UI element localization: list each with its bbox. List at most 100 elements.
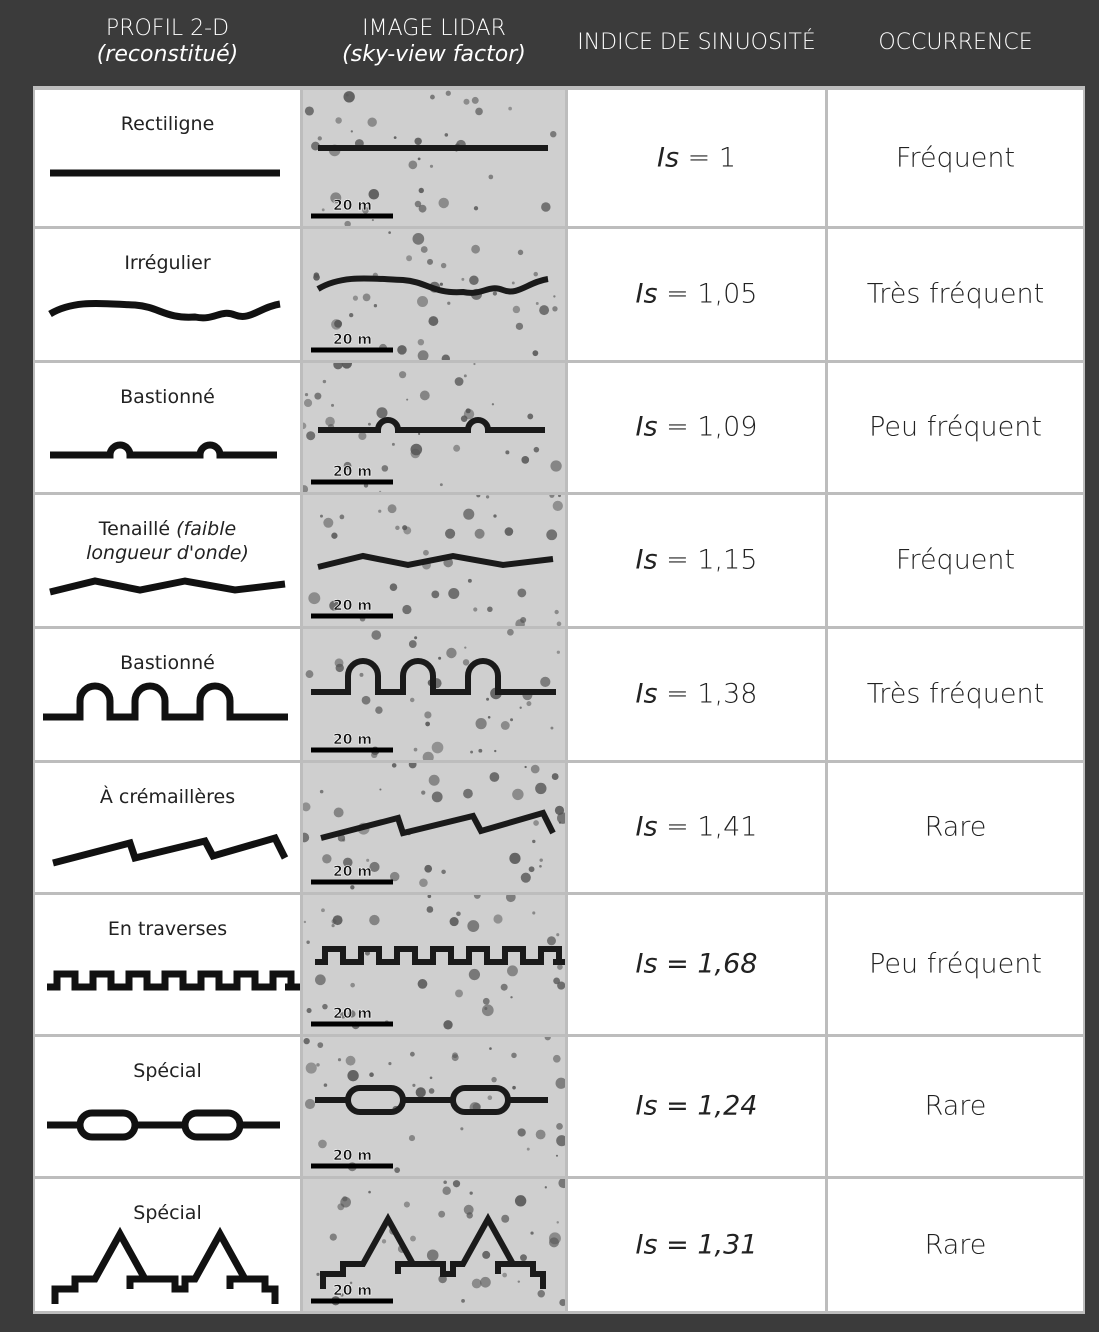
lidar-pit [366,858,369,861]
lidar-pit [304,1037,310,1043]
lidar-pit [347,1069,358,1080]
sinuosity-index: Is = 1,24 [568,1091,825,1122]
lidar-pit [509,852,520,863]
lidar-pit [501,721,510,730]
lidar-pit [447,301,450,304]
lidar-pit [474,206,478,210]
column-header: PROFIL 2-D(reconstitué) [35,16,300,68]
lidar-pit [450,917,459,926]
lidar-pit [489,174,494,179]
lidar-pit [368,1190,371,1193]
lidar-pit [330,1233,337,1240]
lidar-image: 20 m [303,629,565,760]
lidar-pit [351,130,353,132]
lidar-pit [417,295,428,306]
lidar-pit [369,914,379,924]
lidar-pit [305,106,314,115]
cell: Rare [828,1037,1083,1176]
lidar-pit [494,749,496,751]
lidar-pit [431,590,439,598]
lidar-pit [346,93,349,96]
lidar-pit [486,495,489,498]
lidar-pit [464,374,467,377]
lidar-pit [443,1180,447,1184]
lidar-pit [491,1076,496,1081]
lidar-pit [418,979,428,989]
lidar-pit [438,656,441,659]
lidar-pit [557,964,563,970]
lidar-pit [512,1085,516,1089]
lidar-pit [552,306,557,311]
lidar-pit [469,275,479,285]
lidar-pit [501,1214,509,1222]
lidar-pit [419,878,428,887]
lidar-pit [419,187,424,192]
lidar-pit [488,715,491,718]
lidar-pit [427,1249,439,1261]
lidar-pit [390,583,398,591]
sinuosity-index: Is = 1,68 [568,949,825,980]
lidar-pit [464,646,466,648]
lidar-image: 20 m [303,229,565,360]
lidar-pit [539,864,542,867]
profile-drawing [35,229,300,360]
lidar-pit [427,258,433,264]
lidar-pit [518,1280,520,1282]
lidar-pit [524,765,526,767]
lidar-pit [306,431,315,440]
lidar-pit [332,924,335,927]
lidar-image: 20 m [303,90,565,226]
lidar-pit [416,1087,426,1097]
profile-drawing [35,90,300,226]
lidar-pit [473,363,475,365]
lidar-pit [425,721,430,726]
lidar-pit [549,1237,559,1247]
lidar-pit [539,305,549,315]
lidar-pit [358,431,366,439]
lidar-pit [540,676,550,686]
cell: Peu fréquent [828,895,1083,1034]
lidar-pit [470,1191,473,1194]
lidar-pit [456,911,461,916]
lidar-pit [420,390,430,400]
lidar-pit [546,529,557,540]
sinuosity-index: Is = 1 [568,142,825,173]
cell: En traverses [35,895,300,1034]
index-value: = 1,09 [666,412,757,443]
lidar-pit [555,609,559,613]
cell: 20 m [303,629,565,760]
lidar-pit [463,788,473,798]
lidar-pit [411,448,421,458]
lidar-pit [304,920,306,922]
lidar-pit [453,1180,460,1187]
cell: 20 m [303,90,565,226]
profile-drawing [35,629,300,760]
cell: Rare [828,1179,1083,1311]
profile-line [47,974,300,987]
index-value: = 1,41 [666,812,757,843]
lidar-pit [423,549,429,555]
lidar-pit [520,706,522,708]
lidar-pit [467,920,479,932]
profile-drawing [35,495,300,626]
lidar-pit [521,456,529,464]
lidar-pit [441,869,446,874]
lidar-pit [517,588,526,597]
lidar-pit [476,718,487,729]
lidar-pit [346,1055,356,1065]
lidar-pit [343,91,354,102]
cell: Is = 1,41 [568,763,825,892]
occurrence: Peu fréquent [828,412,1083,443]
index-value: = 1 [688,142,736,173]
lidar-pit [557,650,560,653]
header-title: OCCURRENCE [878,30,1032,55]
lidar-pit [412,1083,415,1086]
lidar-pit [532,911,535,914]
lidar-pit [409,1135,415,1141]
cell: Très fréquent [828,229,1083,360]
lidar-pit [334,807,344,817]
lidar-pit [507,629,514,636]
header-title: INDICE DE SINUOSITÉ [577,30,816,55]
profile-line [50,581,285,592]
lidar-pit [378,509,381,512]
